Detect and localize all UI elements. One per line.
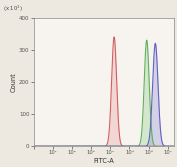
Y-axis label: Count: Count xyxy=(11,72,17,92)
X-axis label: FITC-A: FITC-A xyxy=(93,157,114,163)
Text: (x 10$^{\mathregular{1}}$): (x 10$^{\mathregular{1}}$) xyxy=(3,4,22,14)
